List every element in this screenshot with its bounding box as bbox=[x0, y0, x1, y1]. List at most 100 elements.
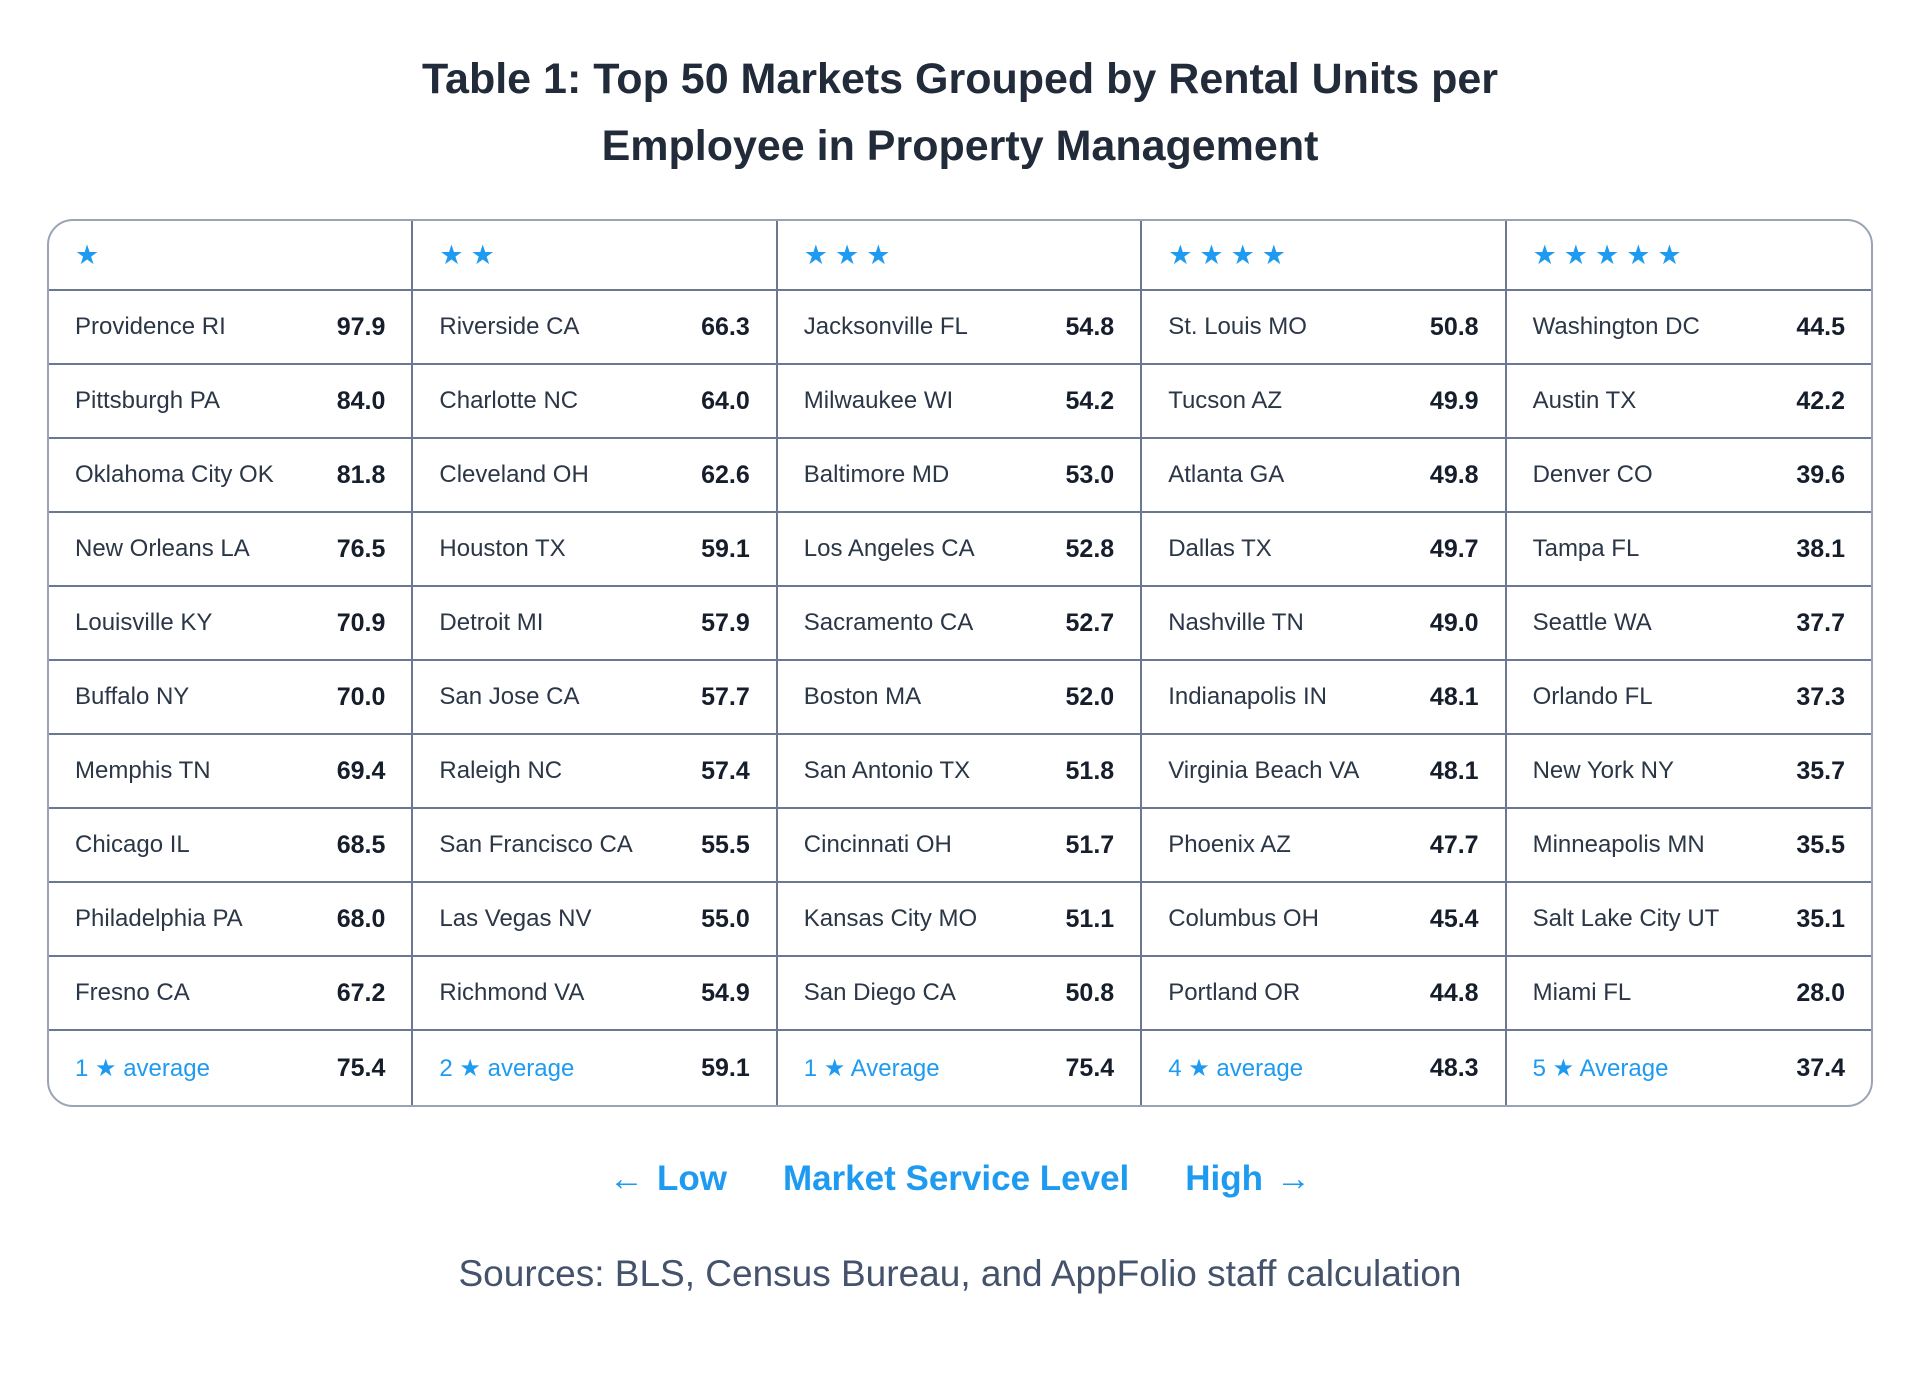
market-name: Philadelphia PA bbox=[75, 905, 243, 933]
market-value: 35.1 bbox=[1796, 904, 1845, 933]
table-row: Phoenix AZ 47.7 bbox=[1142, 809, 1505, 884]
market-name: Columbus OH bbox=[1168, 905, 1319, 933]
market-value: 44.8 bbox=[1429, 978, 1479, 1007]
table-row: Kansas City MO 51.1 bbox=[777, 883, 1141, 958]
table-row: Baltimore MD 53.0 bbox=[777, 439, 1141, 514]
average-label: 1 ★ average bbox=[75, 1054, 210, 1082]
table-row: Washington DC 44.5 bbox=[1506, 291, 1871, 366]
market-value: 52.0 bbox=[1065, 682, 1115, 711]
market-value: 84.0 bbox=[336, 386, 386, 415]
market-value: 68.5 bbox=[336, 830, 386, 859]
market-value: 97.9 bbox=[336, 312, 386, 341]
table-row: Los Angeles CA 52.8 bbox=[777, 513, 1141, 588]
table-row: Columbus OH 45.4 bbox=[1142, 883, 1505, 958]
star-rating-icon: ★★★★ bbox=[1168, 239, 1294, 270]
market-name: Baltimore MD bbox=[803, 461, 950, 489]
market-name: Richmond VA bbox=[439, 979, 585, 1007]
table-row: San Antonio TX 51.8 bbox=[777, 735, 1141, 810]
market-name: Raleigh NC bbox=[439, 757, 563, 785]
table-row: Riverside CA 66.3 bbox=[413, 291, 776, 366]
table-row: Philadelphia PA 68.0 bbox=[49, 883, 412, 958]
table-row: Austin TX 42.2 bbox=[1506, 365, 1871, 440]
market-name: Portland OR bbox=[1168, 979, 1301, 1007]
table-row: Jacksonville FL 54.8 bbox=[777, 291, 1141, 366]
market-name: Riverside CA bbox=[439, 313, 580, 341]
market-name: Louisville KY bbox=[75, 609, 213, 637]
market-name: St. Louis MO bbox=[1168, 313, 1307, 341]
market-name: Detroit MI bbox=[439, 609, 544, 637]
table-row: Boston MA 52.0 bbox=[777, 661, 1141, 736]
page-title-line1: Table 1: Top 50 Markets Grouped by Renta… bbox=[421, 55, 1498, 103]
market-value: 70.9 bbox=[336, 608, 386, 637]
market-name: Denver CO bbox=[1532, 461, 1653, 489]
average-row: 5 ★ Average 37.4 bbox=[1507, 1031, 1871, 1105]
table-row: New York NY 35.7 bbox=[1506, 735, 1871, 810]
market-name: Memphis TN bbox=[75, 757, 211, 785]
table-row: Dallas TX 49.7 bbox=[1142, 513, 1505, 588]
market-name: Cleveland OH bbox=[439, 461, 589, 489]
market-value: 52.7 bbox=[1065, 608, 1115, 637]
table-row: St. Louis MO 50.8 bbox=[1142, 291, 1505, 366]
market-name: Pittsburgh PA bbox=[75, 387, 220, 415]
market-value: 45.4 bbox=[1429, 904, 1479, 933]
market-value: 54.2 bbox=[1065, 386, 1115, 415]
table-row: Raleigh NC 57.4 bbox=[413, 735, 776, 810]
star-column-5: ★★★★★ Washington DC 44.5 Austin TX 42.2 … bbox=[1506, 221, 1871, 1105]
market-name: Indianapolis IN bbox=[1168, 683, 1327, 711]
market-name: Charlotte NC bbox=[439, 387, 579, 415]
market-name: Minneapolis MN bbox=[1532, 831, 1705, 859]
table-row: Atlanta GA 49.8 bbox=[1142, 439, 1505, 514]
market-name: Las Vegas NV bbox=[439, 905, 592, 933]
table-row: Fresno CA 67.2 bbox=[49, 957, 412, 1032]
market-name: Oklahoma City OK bbox=[75, 461, 274, 489]
market-name: Salt Lake City UT bbox=[1532, 905, 1720, 933]
table-row: Charlotte NC 64.0 bbox=[413, 365, 776, 440]
table-row: Portland OR 44.8 bbox=[1142, 957, 1505, 1032]
market-value: 48.1 bbox=[1429, 756, 1479, 785]
market-name: Cincinnati OH bbox=[803, 831, 952, 859]
table-row: Nashville TN 49.0 bbox=[1142, 587, 1505, 662]
market-value: 51.7 bbox=[1065, 830, 1115, 859]
market-value: 48.1 bbox=[1429, 682, 1479, 711]
average-value: 59.1 bbox=[701, 1053, 750, 1082]
star-column-3: ★★★ Jacksonville FL 54.8 Milwaukee WI 54… bbox=[777, 221, 1143, 1106]
market-name: Atlanta GA bbox=[1168, 461, 1285, 489]
market-value: 35.7 bbox=[1796, 756, 1845, 785]
average-row: 1 ★ Average 75.4 bbox=[778, 1031, 1140, 1105]
table-row: Denver CO 39.6 bbox=[1506, 439, 1871, 514]
table-row: Sacramento CA 52.7 bbox=[777, 587, 1141, 662]
average-label: 1 ★ Average bbox=[803, 1054, 940, 1082]
table-row: San Francisco CA 55.5 bbox=[413, 809, 776, 884]
market-name: Tampa FL bbox=[1532, 535, 1640, 563]
market-value: 47.7 bbox=[1429, 830, 1479, 859]
table-row: Richmond VA 54.9 bbox=[413, 957, 776, 1032]
average-label: 4 ★ average bbox=[1168, 1054, 1304, 1082]
market-name: Boston MA bbox=[803, 683, 922, 711]
market-value: 28.0 bbox=[1796, 978, 1845, 1007]
average-value: 37.4 bbox=[1796, 1053, 1845, 1082]
market-value: 44.5 bbox=[1796, 312, 1845, 341]
market-value: 50.8 bbox=[1429, 312, 1479, 341]
table-row: Virginia Beach VA 48.1 bbox=[1142, 735, 1505, 810]
market-name: Miami FL bbox=[1532, 979, 1632, 1007]
market-value: 67.2 bbox=[336, 978, 386, 1007]
market-value: 52.8 bbox=[1065, 534, 1115, 563]
legend: ← Low Market Service Level High → bbox=[0, 1159, 1920, 1199]
column-header-2-star: ★★ bbox=[413, 221, 776, 292]
market-name: Orlando FL bbox=[1532, 683, 1653, 711]
table-row: Minneapolis MN 35.5 bbox=[1506, 809, 1871, 884]
market-value: 49.7 bbox=[1429, 534, 1479, 563]
table-row: Cleveland OH 62.6 bbox=[413, 439, 776, 514]
market-value: 39.6 bbox=[1796, 460, 1845, 489]
table-row: Indianapolis IN 48.1 bbox=[1142, 661, 1505, 736]
table-row: Providence RI 97.9 bbox=[49, 291, 412, 366]
market-name: Washington DC bbox=[1532, 313, 1700, 341]
average-value: 75.4 bbox=[1065, 1053, 1115, 1082]
legend-high: High → bbox=[1185, 1159, 1311, 1199]
column-header-1-star: ★ bbox=[49, 221, 412, 292]
table-row: Oklahoma City OK 81.8 bbox=[49, 439, 412, 514]
market-value: 49.9 bbox=[1429, 386, 1479, 415]
table-row: Chicago IL 68.5 bbox=[49, 809, 412, 884]
market-value: 59.1 bbox=[701, 534, 750, 563]
market-name: Buffalo NY bbox=[75, 683, 190, 711]
